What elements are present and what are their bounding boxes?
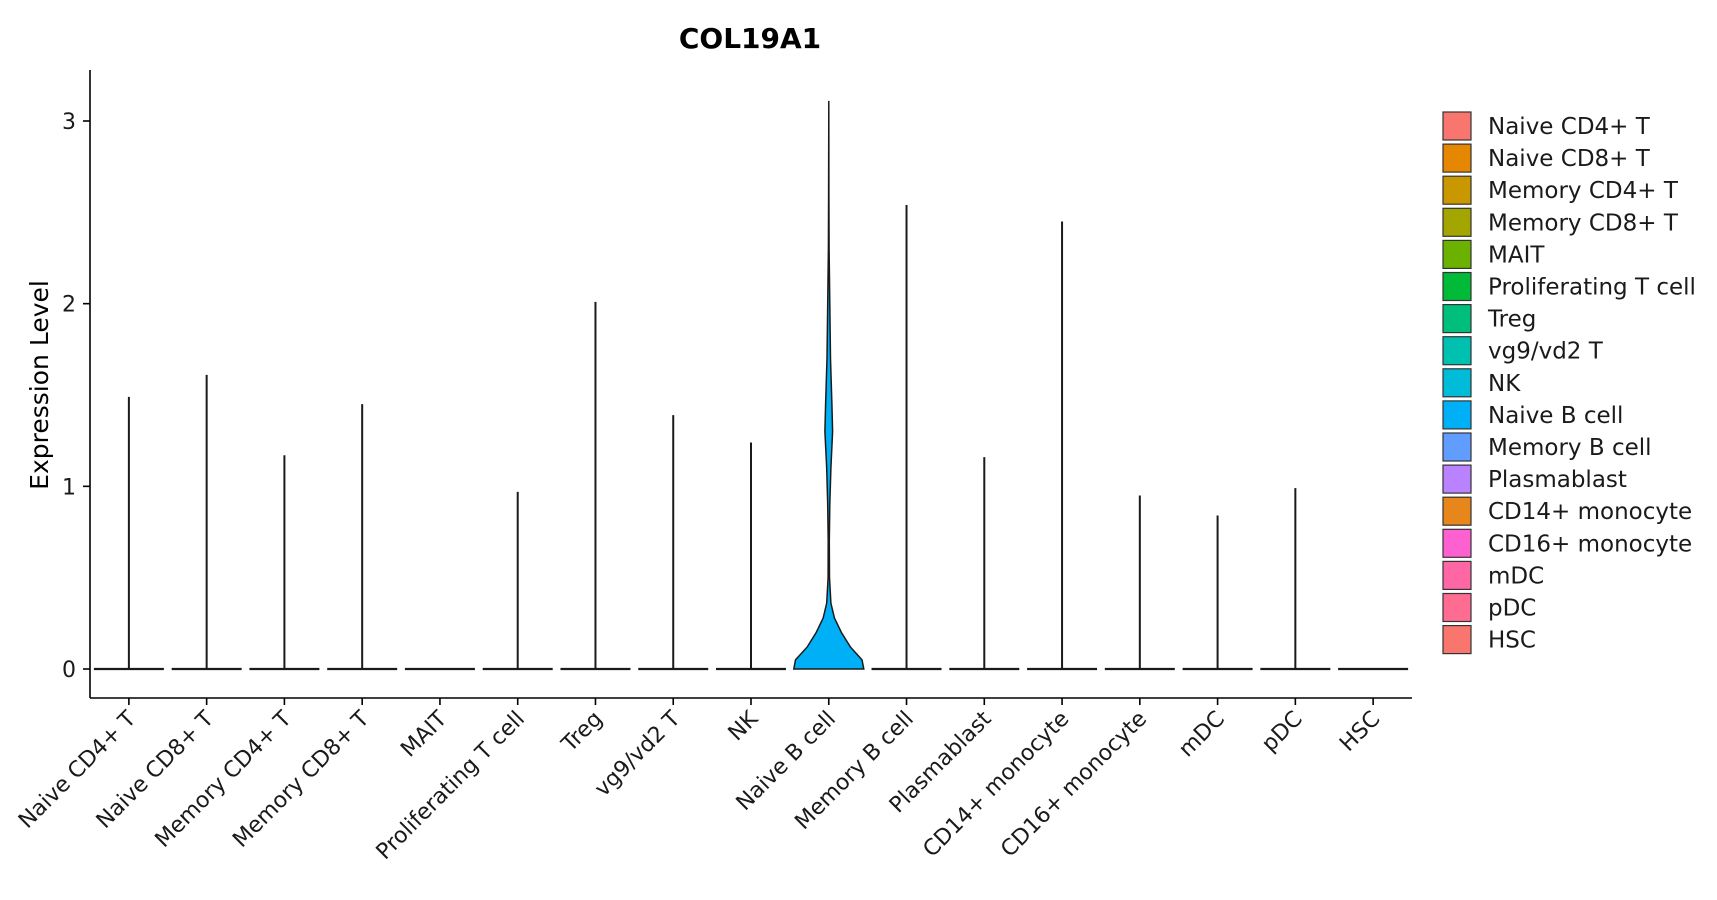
legend-swatch (1442, 496, 1472, 526)
violin-group (482, 491, 553, 671)
legend-swatch (1442, 624, 1472, 655)
legend-label: NK (1488, 371, 1521, 397)
y-tick-label: 1 (62, 475, 76, 500)
legend-label: MAIT (1488, 242, 1545, 268)
legend-label: Memory B cell (1488, 435, 1652, 461)
legend-swatch (1442, 175, 1472, 205)
y-tick-label: 0 (62, 658, 76, 683)
legend-swatch (1442, 239, 1472, 269)
legend-label: Plasmablast (1488, 467, 1627, 493)
legend-swatch (1442, 560, 1472, 591)
legend: Naive CD4+ T Naive CD8+ T Memory CD4+ T Mem… (1442, 111, 1696, 655)
legend-label: Naive CD4+ T (1488, 114, 1651, 140)
violin-group (249, 455, 320, 671)
x-tick-label: Proliferating T cell (372, 707, 530, 865)
legend-label: Memory CD8+ T (1488, 210, 1679, 236)
legend-swatch (1442, 143, 1472, 173)
x-tick-label: HSC (1335, 707, 1385, 757)
legend-label: vg9/vd2 T (1488, 339, 1604, 365)
violin-group (560, 301, 631, 671)
y-tick-label: 2 (62, 293, 76, 318)
legend-swatch (1442, 271, 1472, 302)
legend-label: pDC (1488, 596, 1536, 622)
x-tick-label: Treg (557, 707, 608, 758)
violin-group (93, 396, 164, 671)
violin-group (1104, 495, 1175, 671)
legend-label: CD14+ monocyte (1488, 499, 1692, 525)
legend-swatch (1442, 432, 1472, 462)
legend-label: Proliferating T cell (1488, 275, 1696, 301)
x-tick-label: pDC (1257, 707, 1307, 757)
legend-swatch (1442, 111, 1472, 141)
x-tick-label: vg9/vd2 T (590, 706, 686, 802)
x-tick-label: Memory CD4+ T (151, 706, 298, 853)
violin-group (1260, 488, 1331, 671)
violin-shape (792, 100, 865, 670)
legend-label: CD16+ monocyte (1488, 531, 1692, 557)
violin-group (792, 100, 865, 670)
legend-label: mDC (1488, 563, 1544, 589)
violin-group (949, 457, 1020, 671)
x-tick-label: Memory CD8+ T (228, 706, 375, 853)
y-axis-title: Expression Level (25, 280, 54, 490)
violin-group (638, 415, 709, 671)
legend-swatch (1442, 464, 1472, 494)
legend-swatch (1442, 400, 1472, 430)
legend-swatch (1442, 207, 1472, 237)
legend-label: Naive CD8+ T (1488, 146, 1651, 172)
legend-label: Memory CD4+ T (1488, 178, 1679, 204)
x-tick-label: NK (724, 706, 764, 746)
violin-group (327, 404, 398, 671)
legend-label: HSC (1488, 628, 1536, 654)
violin-group (871, 205, 942, 671)
violin-group (1027, 221, 1098, 671)
legend-label: Naive B cell (1488, 403, 1623, 429)
chart-title: COL19A1 (679, 22, 821, 55)
x-tick-label: CD16+ monocyte (996, 707, 1152, 863)
violin-group (171, 374, 242, 671)
legend-label: Treg (1487, 307, 1536, 333)
violin-group (1182, 515, 1253, 671)
legend-swatch (1442, 304, 1472, 334)
legend-swatch (1442, 528, 1472, 558)
x-tick-label: MAIT (396, 706, 452, 762)
legend-swatch (1442, 592, 1472, 623)
legend-swatch (1442, 336, 1472, 366)
x-tick-label: CD14+ monocyte (919, 707, 1075, 863)
x-tick-label: mDC (1174, 707, 1230, 763)
y-tick-label: 3 (62, 110, 76, 135)
violin-group (716, 442, 786, 671)
legend-swatch (1442, 368, 1472, 398)
